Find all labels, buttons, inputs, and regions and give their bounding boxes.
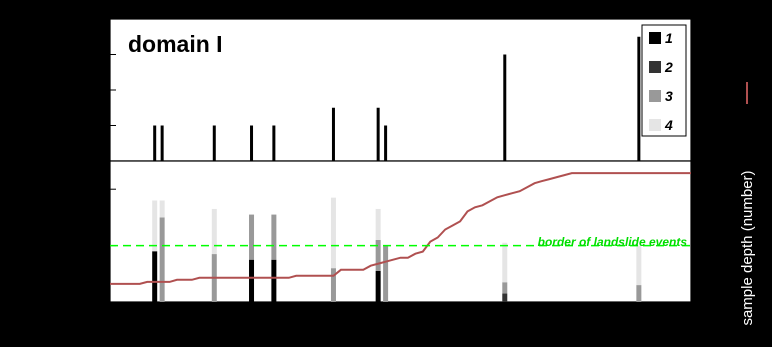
top-ylabel-line2: disturbed trees (59, 43, 76, 142)
stack-segment (330, 268, 336, 302)
annotation-label: border of landslide events (538, 235, 688, 249)
top-y-tick-label: 6 (95, 46, 104, 65)
right-y-tick-label: 0 (703, 293, 712, 312)
right-ylabel: sample depth (number) (739, 170, 756, 325)
top-panel-frame (109, 18, 692, 162)
stack-segment (502, 282, 508, 294)
legend-swatch (649, 61, 661, 73)
legend-label: 1 (665, 30, 673, 46)
x-tick-label: 1980 (449, 311, 487, 330)
legend-label: 4 (664, 117, 673, 133)
top-bar (637, 36, 641, 161)
stack-segment (383, 245, 389, 302)
bottom-y-tick-label: 0 (95, 293, 104, 312)
top-y-tick-label: 0 (95, 152, 104, 171)
top-bar (153, 125, 157, 161)
stack-segment (330, 197, 336, 269)
bottom-y-tick-label: 20 (85, 180, 104, 199)
right-y-tick-label: 60 (703, 172, 722, 191)
stack-segment (271, 259, 277, 302)
top-bar (503, 54, 507, 161)
top-ylabel-line1: number of (43, 58, 60, 126)
stack-segment (636, 285, 642, 302)
stack-segment (502, 293, 508, 302)
stack-segment (502, 242, 508, 283)
top-bar (250, 125, 254, 161)
top-bar (160, 125, 164, 161)
legend-swatch (649, 119, 661, 131)
stack-segment (152, 251, 158, 302)
stack-segment (152, 200, 158, 252)
legend-label: 3 (665, 88, 673, 104)
stack-segment (249, 259, 255, 302)
right-y-tick-label: 40 (703, 212, 722, 231)
stack-segment (375, 239, 381, 271)
top-bar (384, 125, 388, 161)
bottom-ylabel: It (%) (53, 216, 70, 252)
top-y-tick-label: 8 (95, 10, 104, 29)
x-tick-label: 1960 (300, 311, 338, 330)
top-y-tick-label: 2 (95, 117, 104, 136)
bottom-panel-frame (109, 160, 692, 303)
legend-label: 2 (664, 59, 673, 75)
stack-segment (375, 208, 381, 240)
stack-segment (249, 214, 255, 260)
panel-title: domain I (128, 31, 223, 57)
x-tick-label: 1940 (151, 311, 189, 330)
stack-segment (375, 270, 381, 302)
legend-swatch (649, 90, 661, 102)
top-bar (331, 107, 335, 161)
right-y-tick-label: 20 (703, 253, 722, 272)
bottom-y-tick-label: 10 (85, 237, 104, 256)
sample-depth-line (110, 172, 691, 285)
top-bar (212, 125, 216, 161)
legend: 1 2 3 4 (641, 24, 687, 137)
x-tick-label: 2000 (598, 311, 636, 330)
top-bar (376, 107, 380, 161)
top-bar (272, 125, 276, 161)
legend-box (641, 24, 687, 137)
legend-swatch (649, 32, 661, 44)
top-y-tick-label: 4 (95, 81, 104, 100)
stack-segment (159, 200, 165, 218)
stack-segment (211, 208, 217, 255)
stack-segment (636, 245, 642, 286)
stack-segment (271, 214, 277, 260)
stack-segment (159, 217, 165, 302)
